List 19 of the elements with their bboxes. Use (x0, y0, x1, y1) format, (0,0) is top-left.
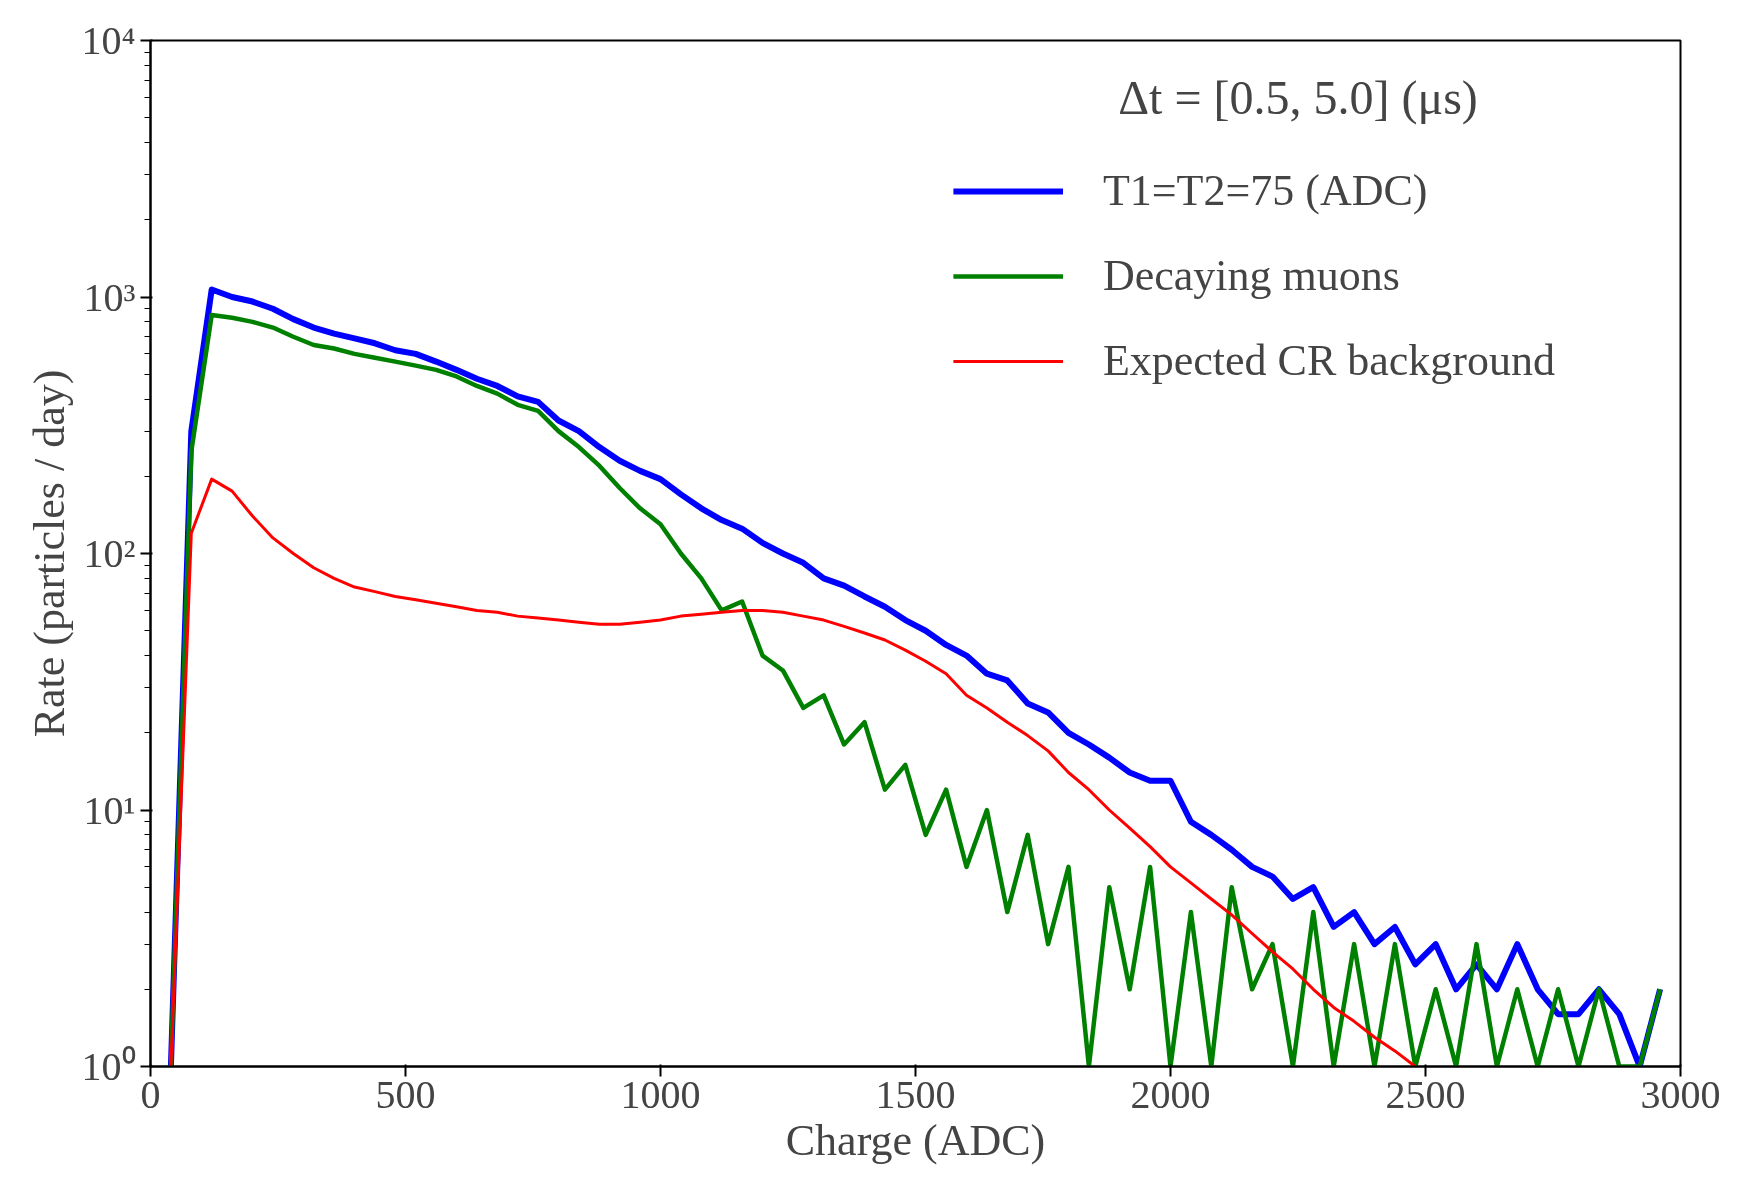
x-tick-label: 0 (140, 1071, 161, 1117)
y-tick-label: 10⁰ (81, 1044, 136, 1089)
y-tick-label: 10³ (83, 274, 136, 320)
y-tick-label: 10¹ (83, 787, 136, 833)
x-axis-title: Charge (ADC) (785, 1115, 1046, 1165)
x-tick-label: 1500 (875, 1071, 956, 1117)
y-tick-label: 10⁴ (81, 18, 136, 63)
legend-label: T1=T2=75 (ADC) (1102, 165, 1428, 216)
legend-label: Expected CR background (1102, 335, 1555, 386)
x-tick-label: 2500 (1385, 1071, 1466, 1117)
y-tick-label: 10² (83, 531, 136, 576)
y-axis-title: Rate (particles / day) (24, 369, 74, 738)
x-tick-label: 500 (375, 1071, 436, 1117)
line-series (169, 477, 1417, 1067)
x-tick-label: 3000 (1640, 1071, 1721, 1117)
annotation: Δt = [0.5, 5.0] (μs) (1118, 70, 1478, 125)
x-tick-label: 1000 (620, 1071, 701, 1117)
x-tick-label: 2000 (1130, 1071, 1211, 1117)
legend-label: Decaying muons (1102, 250, 1400, 301)
